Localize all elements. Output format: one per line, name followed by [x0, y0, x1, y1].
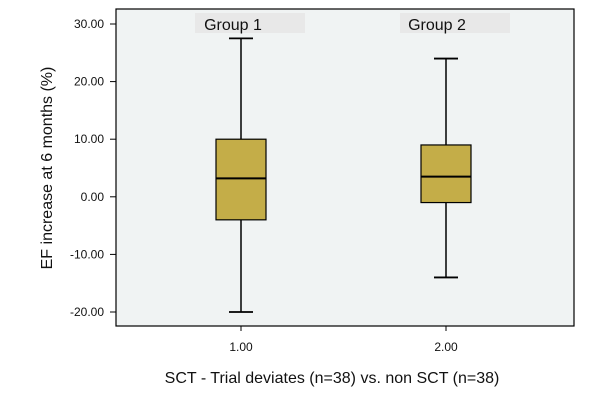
y-tick-label: -10.00 [70, 247, 104, 261]
iqr-box [420, 144, 472, 204]
group-label: Group 1 [204, 17, 262, 34]
y-tick-label: 30.00 [74, 17, 104, 31]
box-group-1: Group 1 [195, 13, 305, 313]
y-tick-label: 20.00 [74, 75, 104, 89]
y-tick-label: 10.00 [74, 132, 104, 146]
y-tick-label: -20.00 [70, 305, 104, 319]
x-axis: 1.00 2.00 [229, 326, 458, 354]
group-label-band [195, 13, 305, 33]
group-label-band [400, 13, 510, 33]
y-axis-title: EF increase at 6 months (%) [39, 67, 56, 270]
x-tick-label: 2.00 [434, 340, 458, 354]
x-tick-label: 1.00 [229, 340, 253, 354]
y-axis: 30.00 20.00 10.00 0.00 -10.00 -20.00 [70, 17, 116, 319]
y-tick-label: 0.00 [81, 190, 105, 204]
boxes: Group 1 Group 2 [195, 13, 510, 313]
box-group-2: Group 2 [400, 13, 510, 279]
iqr-box [215, 138, 267, 221]
x-axis-title: SCT - Trial deviates (n=38) vs. non SCT … [165, 370, 500, 387]
group-label: Group 2 [408, 17, 466, 34]
plot-area [115, 8, 575, 327]
